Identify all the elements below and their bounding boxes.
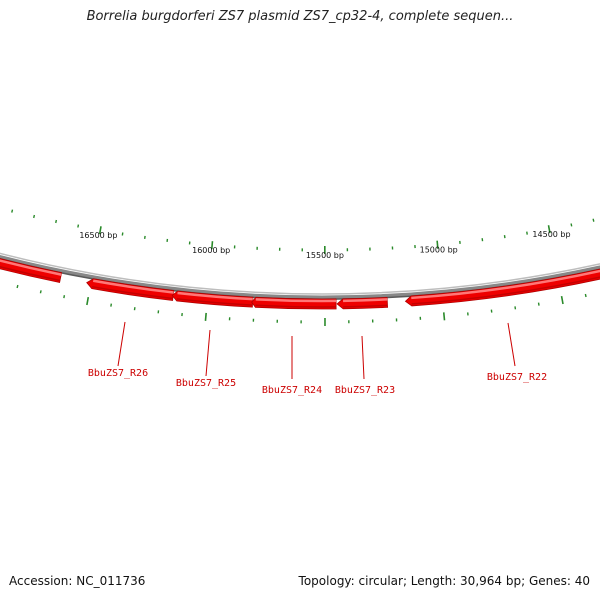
position-label: 16000 bp bbox=[192, 246, 230, 255]
gene-features bbox=[0, 258, 600, 310]
tick-mark bbox=[77, 224, 80, 228]
position-ticks bbox=[11, 209, 595, 326]
position-labels: 16500 bp 16000 bp 15500 bp 15000 bp 1450… bbox=[79, 230, 570, 260]
gene-arrow-shade bbox=[176, 298, 253, 306]
gene-arrow-shade bbox=[0, 265, 61, 282]
tick-mark bbox=[55, 219, 58, 224]
tick-mark bbox=[204, 312, 207, 321]
gene-label[interactable]: BbuZS7_R23 bbox=[335, 385, 395, 396]
map-title: Borrelia burgdorferi ZS7 plasmid ZS7_cp3… bbox=[86, 9, 514, 24]
tick-mark bbox=[63, 295, 66, 299]
gene-arrow-highlight bbox=[0, 259, 62, 276]
tick-mark bbox=[16, 284, 19, 289]
tick-mark bbox=[584, 293, 587, 298]
position-label: 15000 bp bbox=[420, 246, 458, 255]
gene-arrow-shade bbox=[411, 276, 600, 305]
gene-label[interactable]: BbuZS7_R24 bbox=[262, 385, 322, 396]
tick-mark bbox=[436, 240, 439, 249]
gene-arrow-highlight bbox=[92, 279, 174, 294]
tick-mark bbox=[210, 241, 214, 250]
tick-mark bbox=[592, 218, 595, 222]
gene-arrow-shade bbox=[255, 304, 337, 308]
gene-leader-line bbox=[205, 329, 211, 377]
gene-arrow-shade bbox=[343, 304, 388, 308]
tick-mark bbox=[11, 209, 14, 213]
tick-mark bbox=[39, 290, 42, 294]
tick-mark bbox=[570, 223, 573, 227]
tick-mark bbox=[98, 226, 102, 235]
gene-arrow-highlight bbox=[343, 298, 388, 303]
position-label: 14500 bp bbox=[532, 230, 570, 239]
position-label: 15500 bp bbox=[306, 251, 344, 260]
gene-label[interactable]: BbuZS7_R25 bbox=[176, 378, 236, 389]
gene-label[interactable]: BbuZS7_R26 bbox=[88, 368, 148, 379]
gene-arrow-shade bbox=[92, 285, 173, 300]
gene-leader-line bbox=[507, 322, 516, 367]
tick-mark bbox=[442, 312, 446, 321]
gene-label[interactable]: BbuZS7_R22 bbox=[487, 372, 547, 383]
tick-mark bbox=[33, 214, 36, 219]
backbone-inner-line bbox=[0, 252, 600, 295]
gene-labels: BbuZS7_R26 BbuZS7_R25 BbuZS7_R24 BbuZS7_… bbox=[88, 321, 547, 396]
gene-arrow-highlight bbox=[411, 269, 600, 300]
tick-mark bbox=[560, 295, 564, 305]
gene-arrow-highlight bbox=[177, 291, 253, 301]
backbone-ring bbox=[0, 254, 600, 299]
accession-text: Accession: NC_011736 bbox=[9, 574, 146, 588]
topology-summary: Topology: circular; Length: 30,964 bp; G… bbox=[298, 574, 590, 588]
gene-arrow-highlight bbox=[255, 298, 337, 303]
tick-mark bbox=[86, 297, 90, 306]
gene-leader-line bbox=[361, 335, 365, 380]
gene-leader-line bbox=[117, 321, 126, 367]
tick-mark bbox=[547, 225, 551, 234]
position-label: 16500 bp bbox=[79, 231, 117, 240]
